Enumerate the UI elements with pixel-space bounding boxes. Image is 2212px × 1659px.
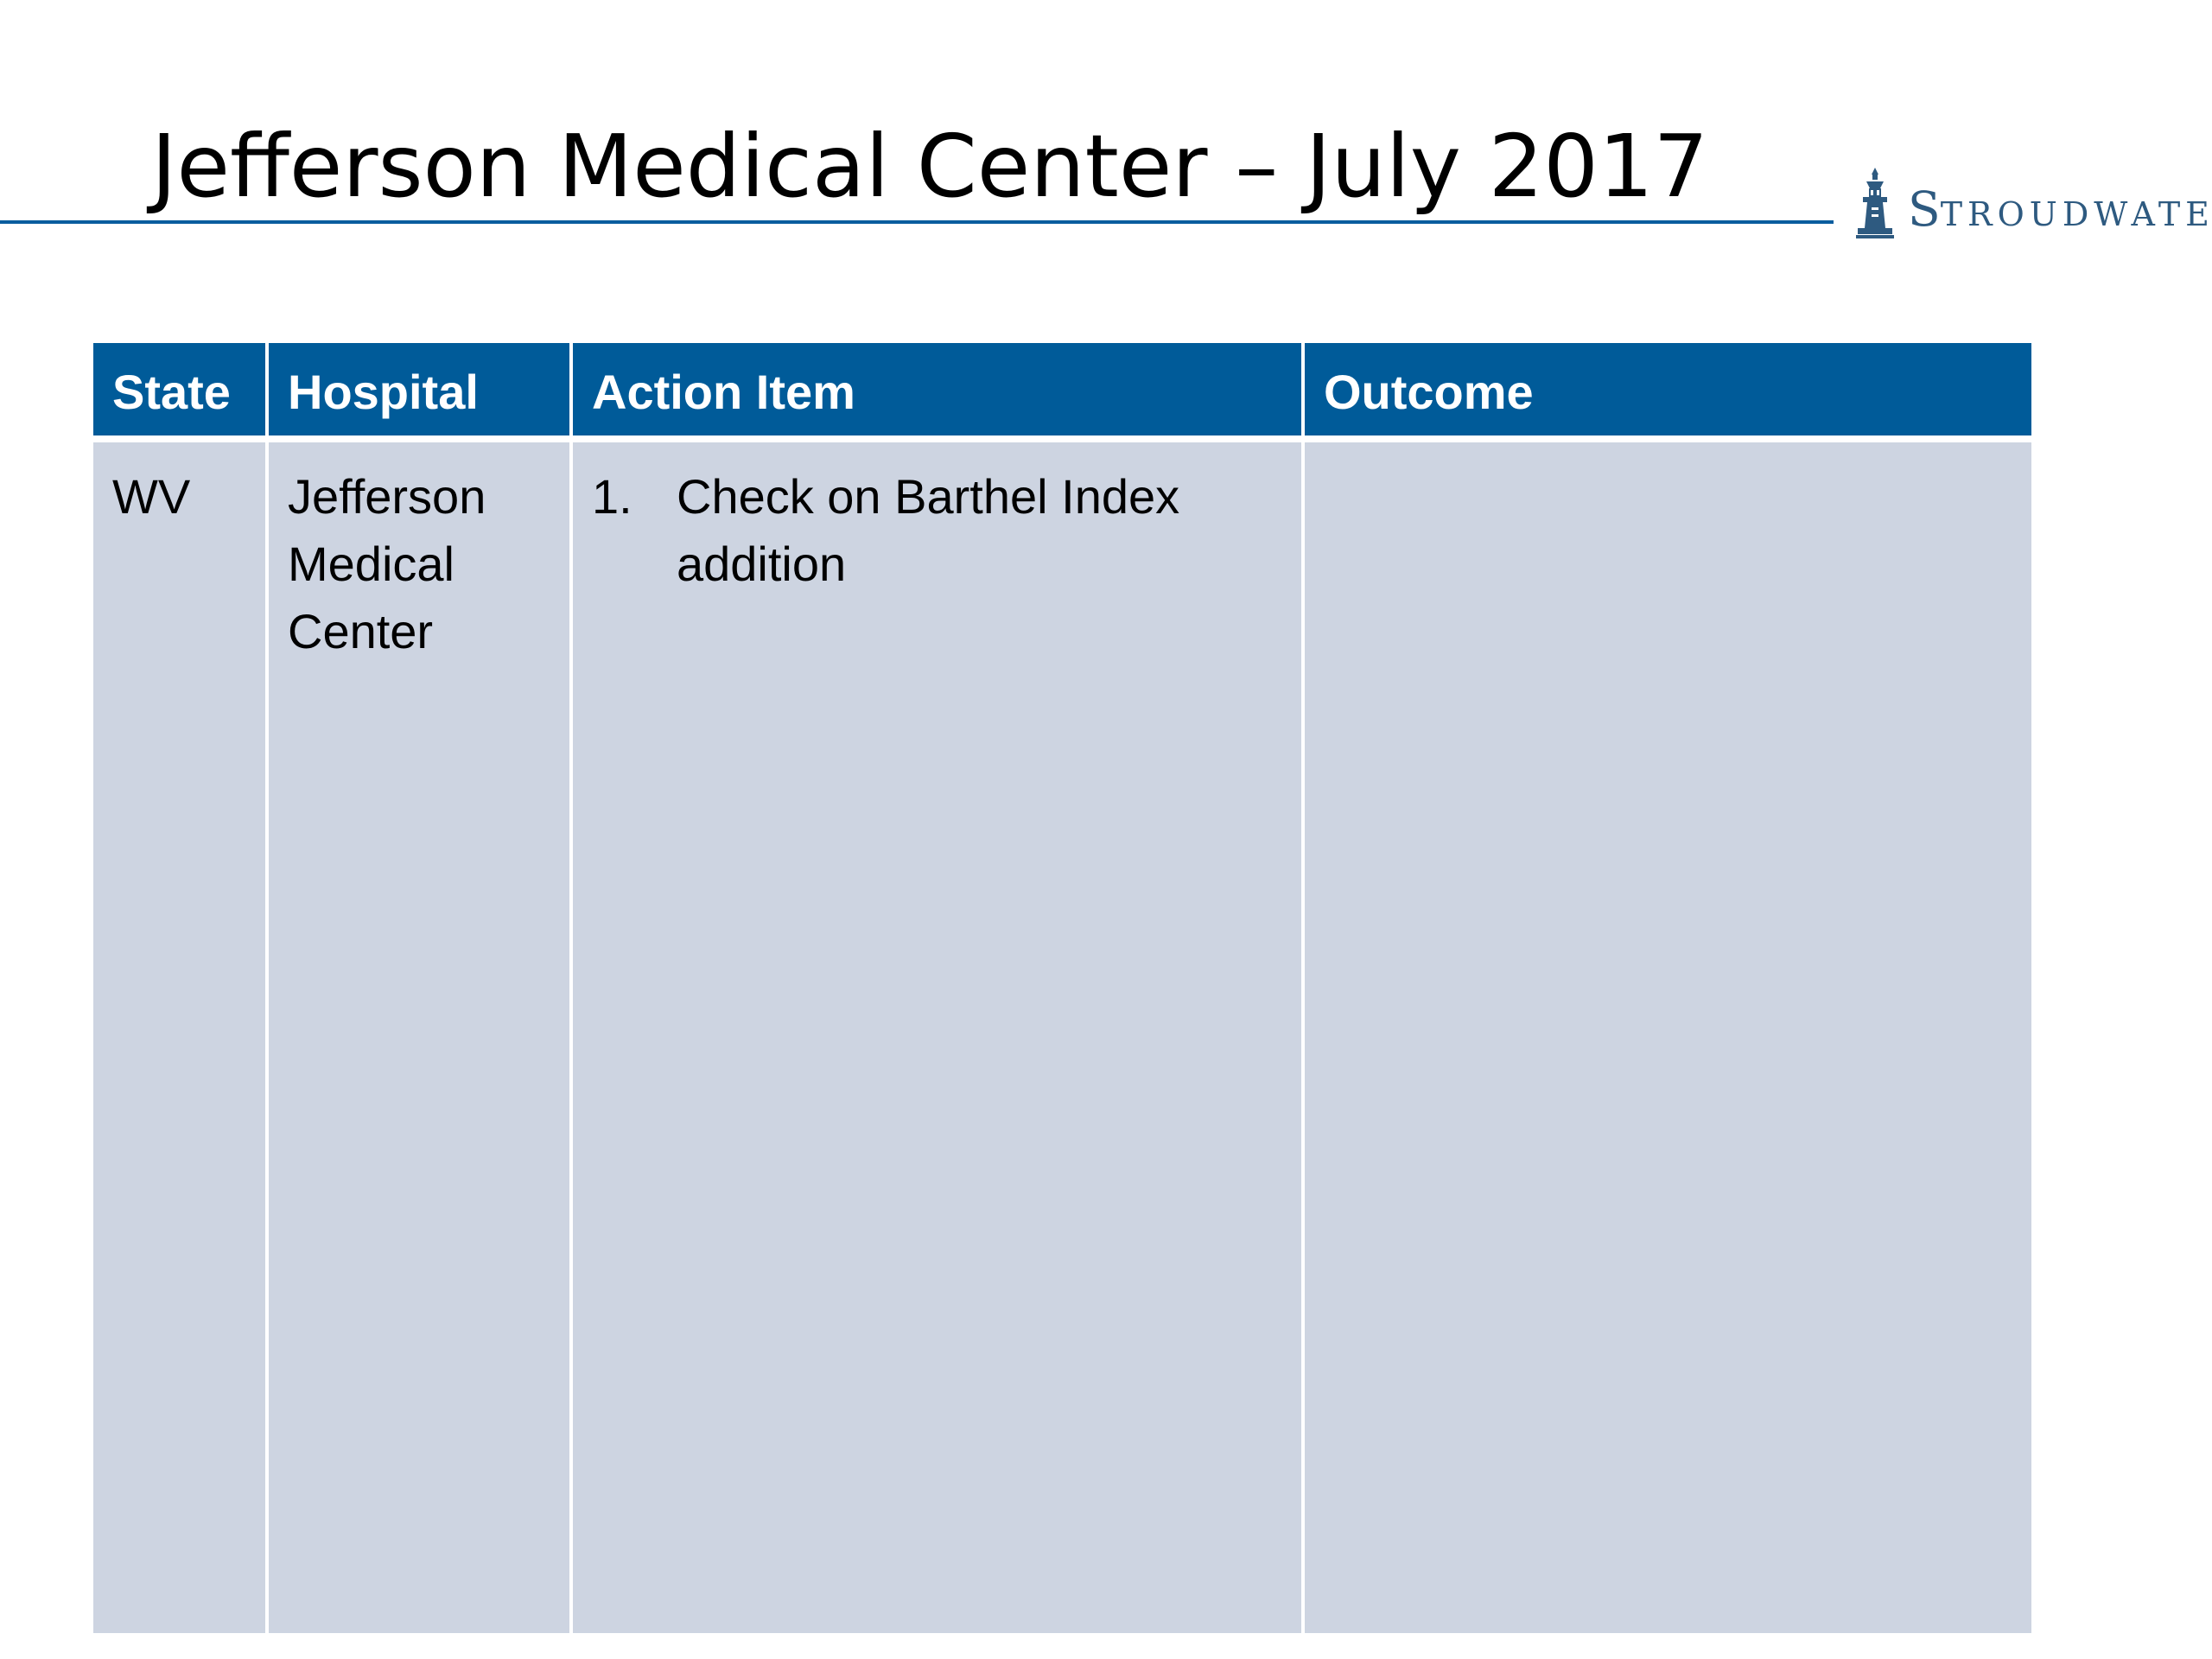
stroudwater-logo: STROUDWATER (1854, 166, 2212, 244)
list-item: 1. Check on Barthel Index addition (592, 463, 1282, 598)
action-item-number: 1. (592, 469, 632, 524)
cell-outcome (1305, 442, 2031, 1633)
header-hospital: Hospital (269, 343, 573, 442)
action-item-text: Check on Barthel Index addition (677, 469, 1180, 591)
cell-hospital: Jefferson Medical Center (269, 442, 573, 1633)
action-item-list: 1. Check on Barthel Index addition (592, 463, 1282, 598)
table-header-row: State Hospital Action Item Outcome (93, 343, 2031, 442)
cell-state: WV (93, 442, 269, 1633)
action-item-table: State Hospital Action Item Outcome WV Je… (93, 343, 2031, 1633)
cell-action-item: 1. Check on Barthel Index addition (573, 442, 1305, 1633)
title-divider (0, 220, 1834, 224)
logo-wordmark: STROUDWATER (1908, 183, 2212, 240)
header-state: State (93, 343, 269, 442)
table-row: WV Jefferson Medical Center 1. Check on … (93, 442, 2031, 1633)
lighthouse-icon (1856, 168, 1894, 238)
logo-rest: TROUDWATER (1940, 195, 2212, 233)
slide-title: Jefferson Medical Center – July 2017 (151, 116, 1709, 217)
header-outcome: Outcome (1305, 343, 2031, 442)
logo-initial: S (1908, 181, 1941, 237)
header-action-item: Action Item (573, 343, 1305, 442)
